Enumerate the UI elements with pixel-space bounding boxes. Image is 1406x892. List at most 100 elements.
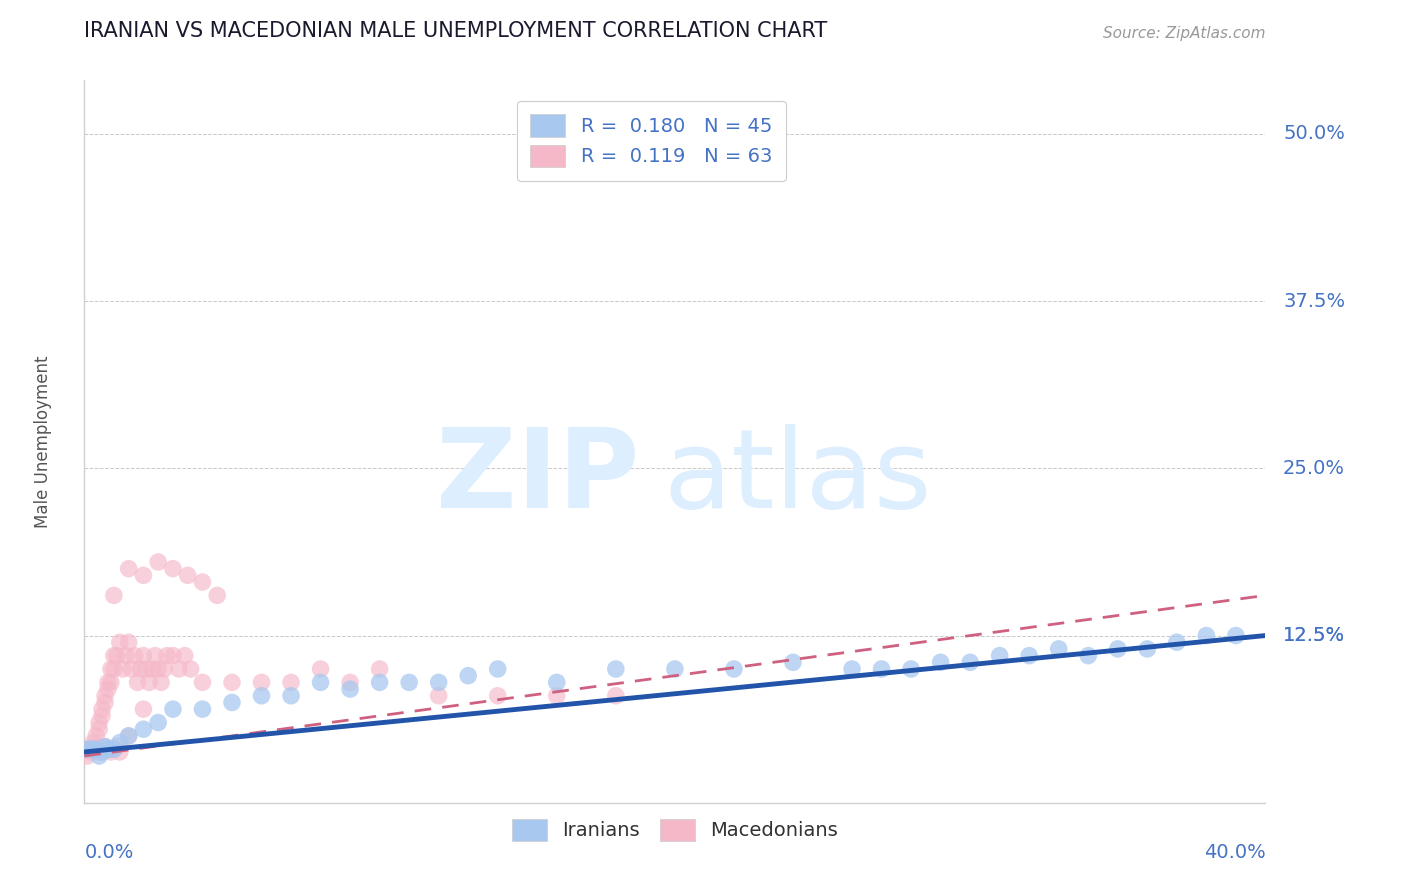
- Point: [427, 675, 450, 690]
- Point: [929, 655, 952, 669]
- Point: [309, 662, 332, 676]
- Point: [191, 575, 214, 590]
- Point: [207, 589, 229, 603]
- Text: atlas: atlas: [664, 425, 932, 531]
- Point: [191, 702, 214, 716]
- Point: [486, 662, 509, 676]
- Point: [100, 745, 122, 759]
- Point: [162, 562, 184, 576]
- Point: [1136, 642, 1159, 657]
- Point: [900, 662, 922, 676]
- Point: [94, 696, 117, 710]
- Point: [546, 689, 568, 703]
- Point: [97, 675, 120, 690]
- Point: [97, 681, 120, 696]
- Point: [150, 675, 173, 690]
- Point: [105, 739, 128, 754]
- Point: [103, 648, 125, 663]
- Point: [118, 562, 141, 576]
- Point: [1166, 635, 1188, 649]
- Point: [132, 723, 155, 737]
- Point: [87, 723, 111, 737]
- Point: [173, 648, 195, 663]
- Text: 12.5%: 12.5%: [1284, 626, 1346, 645]
- Point: [124, 648, 146, 663]
- Point: [148, 555, 170, 569]
- Point: [132, 568, 155, 582]
- Text: 12.5%: 12.5%: [1284, 626, 1346, 645]
- Point: [339, 681, 361, 696]
- Text: 25.0%: 25.0%: [1284, 458, 1346, 478]
- Point: [368, 662, 391, 676]
- Point: [94, 739, 117, 754]
- Point: [723, 662, 745, 676]
- Point: [457, 669, 479, 683]
- Point: [87, 745, 111, 759]
- Point: [250, 675, 273, 690]
- Point: [591, 147, 613, 161]
- Point: [959, 655, 981, 669]
- Point: [148, 715, 170, 730]
- Point: [108, 735, 131, 749]
- Point: [132, 648, 155, 663]
- Point: [1107, 642, 1129, 657]
- Point: [76, 742, 98, 756]
- Point: [162, 648, 184, 663]
- Point: [309, 675, 332, 690]
- Point: [94, 689, 117, 703]
- Text: ZIP: ZIP: [436, 425, 640, 531]
- Point: [103, 662, 125, 676]
- Point: [153, 662, 176, 676]
- Point: [870, 662, 893, 676]
- Point: [84, 729, 107, 743]
- Point: [1018, 648, 1040, 663]
- Point: [280, 675, 302, 690]
- Point: [368, 675, 391, 690]
- Point: [339, 675, 361, 690]
- Point: [76, 749, 98, 764]
- Point: [79, 742, 101, 756]
- Point: [180, 662, 202, 676]
- Point: [100, 675, 122, 690]
- Point: [97, 742, 120, 756]
- Point: [87, 749, 111, 764]
- Text: Male Unemployment: Male Unemployment: [34, 355, 52, 528]
- Point: [118, 729, 141, 743]
- Point: [118, 729, 141, 743]
- Point: [91, 745, 114, 759]
- Point: [1225, 628, 1247, 642]
- Point: [135, 662, 157, 676]
- Point: [118, 635, 141, 649]
- Point: [148, 662, 170, 676]
- Point: [841, 662, 863, 676]
- Point: [76, 742, 98, 756]
- Point: [280, 689, 302, 703]
- Text: 0.0%: 0.0%: [84, 843, 134, 862]
- Point: [782, 655, 804, 669]
- Point: [108, 745, 131, 759]
- Point: [103, 589, 125, 603]
- Point: [82, 742, 104, 756]
- Point: [427, 689, 450, 703]
- Point: [156, 648, 179, 663]
- Point: [121, 662, 143, 676]
- Point: [605, 662, 627, 676]
- Point: [162, 702, 184, 716]
- Point: [114, 648, 136, 663]
- Point: [129, 662, 152, 676]
- Point: [605, 689, 627, 703]
- Point: [103, 742, 125, 756]
- Point: [103, 742, 125, 756]
- Point: [138, 675, 160, 690]
- Point: [91, 702, 114, 716]
- Point: [108, 635, 131, 649]
- Point: [111, 662, 134, 676]
- Point: [127, 675, 149, 690]
- Point: [167, 662, 190, 676]
- Point: [79, 745, 101, 759]
- Point: [398, 675, 420, 690]
- Point: [94, 739, 117, 754]
- Text: 37.5%: 37.5%: [1284, 292, 1346, 310]
- Point: [84, 739, 107, 754]
- Point: [988, 648, 1011, 663]
